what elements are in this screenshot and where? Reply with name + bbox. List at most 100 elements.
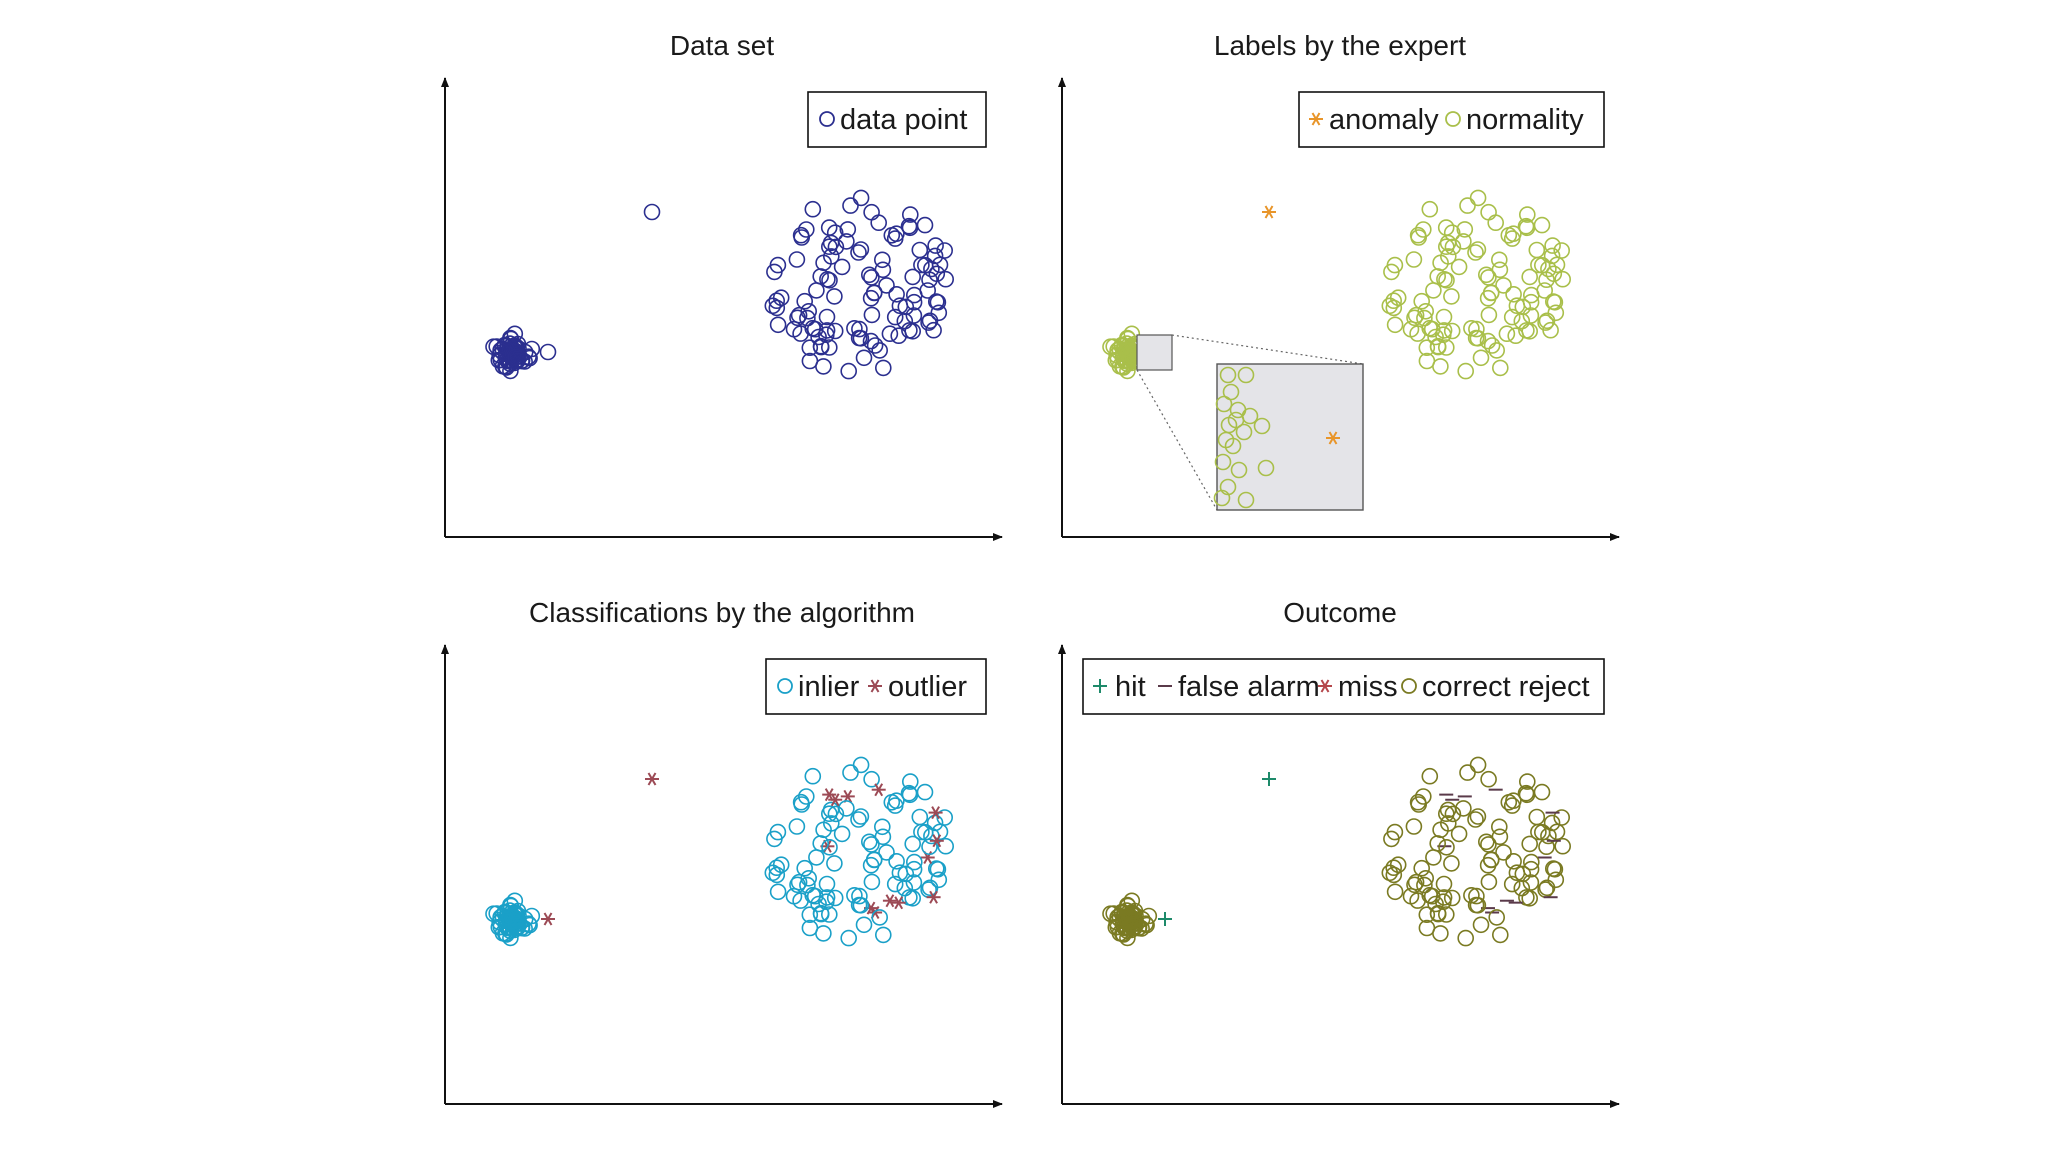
correct-reject-point [1521,889,1538,907]
data-point [1443,288,1460,305]
correct-reject-point [1406,876,1423,894]
inlier-point [905,860,923,878]
legend-marker-normality [1445,111,1461,127]
inlier-point [820,906,838,923]
data-point [1438,238,1455,255]
data-point [874,359,892,377]
correct-reject-point [1472,916,1490,934]
legend: data point [807,91,987,148]
inlier-point [796,859,814,877]
correct-reject-point [1503,875,1521,893]
data-point [1503,308,1521,326]
data-point [1517,217,1535,235]
legend-label-anomaly: anomaly [1329,104,1439,136]
legend: hit false alarm miss correct reject [1082,658,1605,715]
outlier-point [822,788,837,802]
inset-point [1230,461,1248,479]
data-point [1533,216,1551,234]
data-point [1519,206,1536,223]
inlier-point [929,860,947,878]
data-point [1483,337,1501,354]
data-point [913,256,930,274]
data-point [1443,224,1461,241]
correct-reject-point [1438,805,1455,823]
data-points-layer [1102,189,1571,380]
data-point [521,349,538,367]
data-point [1423,320,1441,338]
outlier-point-stroke [824,788,834,802]
correct-reject-point [1519,773,1536,790]
outlier-point-stroke [543,912,553,926]
data-point [896,312,914,330]
inset-point [1237,491,1255,509]
data-point [1413,292,1430,310]
data-point [929,293,947,311]
data-point [886,230,904,247]
data-point [810,328,827,346]
inlier-point [852,756,870,774]
inlier-point [769,883,787,901]
data-point [1468,320,1485,338]
data-point [863,269,880,286]
inset-point [1214,453,1232,471]
inset-point [1237,366,1255,384]
data-point [1469,189,1487,207]
inlier-point [886,797,904,814]
data-point [1467,329,1485,347]
inlier-point [931,823,949,841]
legend-marker-outlier [868,679,882,693]
inlier-point [916,783,934,801]
outlier-point-stroke [874,783,884,797]
data-point [883,227,901,244]
data-point [1418,339,1436,357]
data-point [1488,342,1505,359]
inlier-point [863,770,880,788]
data-point [1443,322,1461,340]
data-point [1385,299,1403,317]
data-point [1540,260,1557,278]
inset-point [1213,489,1231,507]
data-point [812,338,830,356]
inlier-point [852,808,870,825]
anomaly-point-stroke [1264,205,1274,219]
outlier-point [828,793,843,807]
inlier-point [850,811,867,828]
data-point [840,362,858,380]
data-point [901,219,919,237]
correct-reject-point [1435,875,1453,893]
inlier-point [808,849,825,866]
correct-reject-point [1503,797,1521,814]
data-point [1480,269,1497,286]
data-point [820,238,838,255]
outlier-point-stroke [885,894,895,908]
data-point [1386,256,1404,274]
correct-reject-point [1500,793,1518,811]
data-point [1487,214,1504,231]
data-point [878,277,895,294]
correct-reject-point [1138,916,1155,934]
outlier-point [926,890,941,904]
data-point [804,200,822,218]
data-point [785,320,803,338]
correct-reject-point [1413,859,1430,877]
correct-reject-point [1480,836,1497,853]
data-point [1503,230,1521,247]
data-point [855,349,873,367]
data-point [863,203,880,221]
correct-reject-point [1522,874,1540,891]
data-point [1438,271,1455,289]
outlier-point [645,772,659,786]
inset-anomaly-point-stroke [1328,431,1338,445]
inset-point [1235,423,1253,441]
data-point [1522,293,1540,311]
data-point [1492,359,1509,377]
data-point [799,309,816,327]
data-point [1469,241,1487,258]
correct-reject-point [1546,860,1564,878]
inlier-point [801,906,819,924]
inlier-point [873,818,891,836]
data-point [866,337,884,354]
correct-reject-point [1480,873,1498,891]
inset-point [1217,431,1235,449]
correct-reject-point [1491,818,1508,836]
